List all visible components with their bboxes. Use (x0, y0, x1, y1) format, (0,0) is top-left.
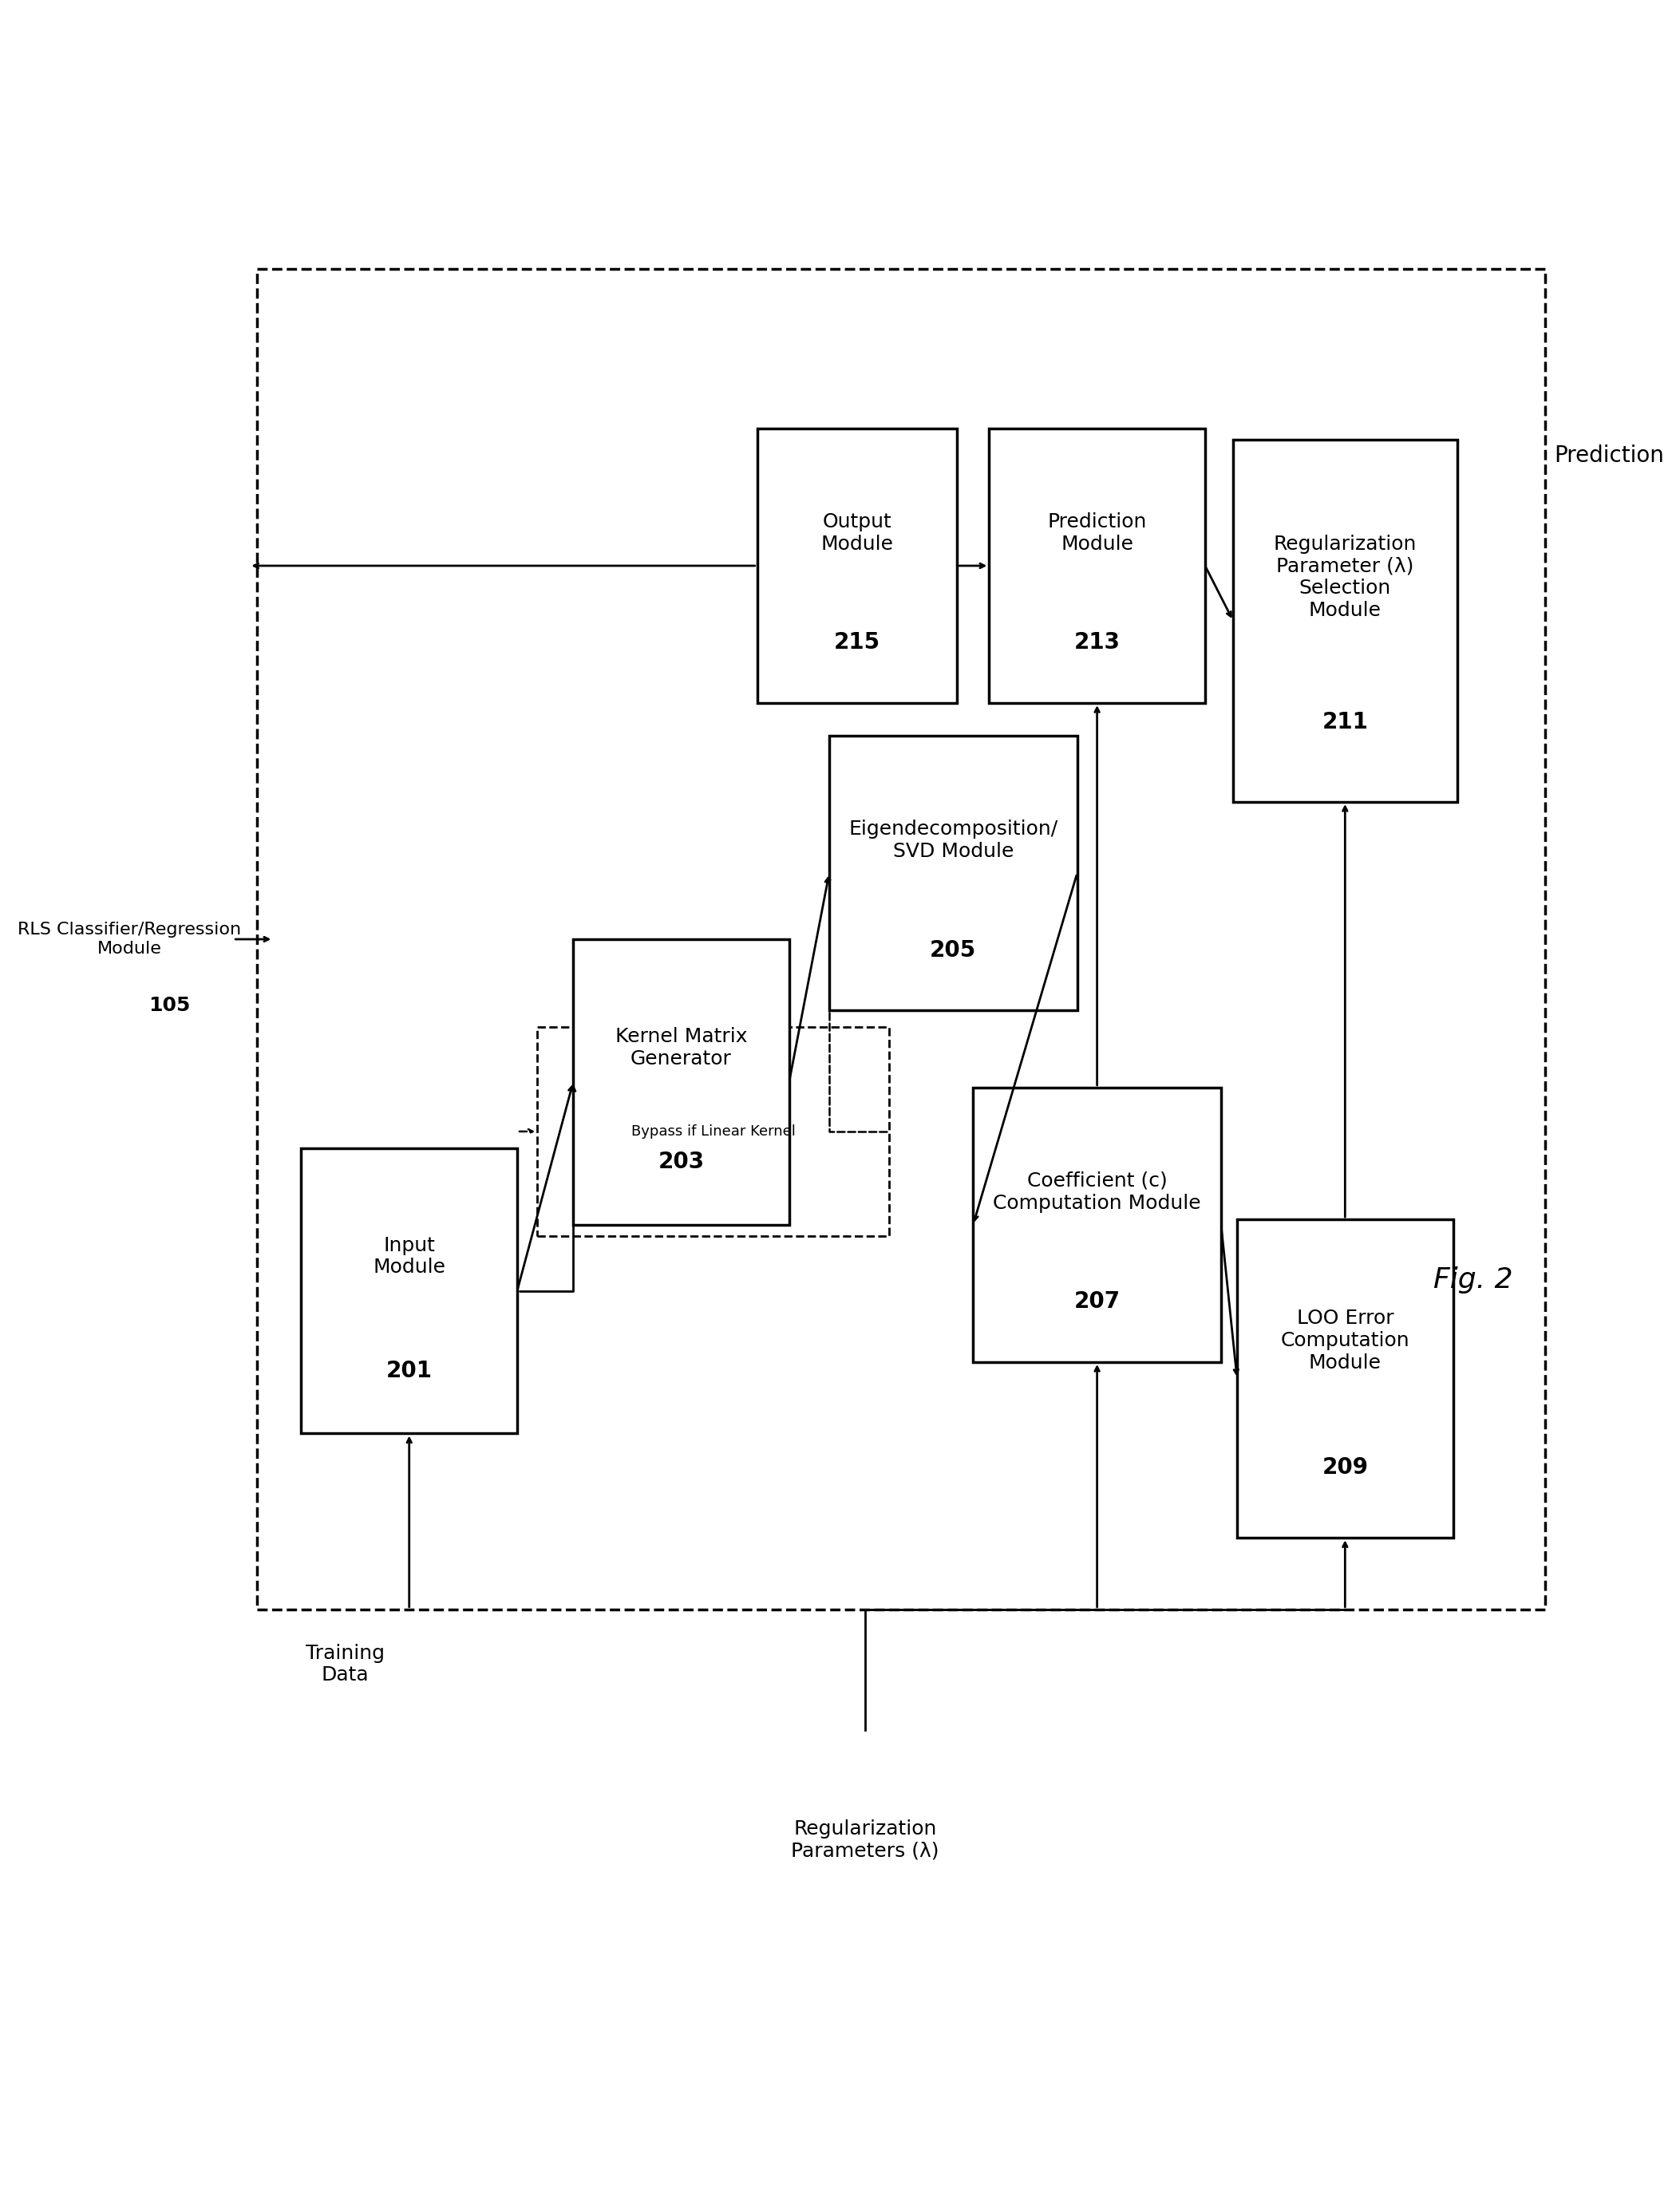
Text: Kernel Matrix
Generator: Kernel Matrix Generator (615, 1027, 748, 1069)
Text: 213: 213 (1074, 631, 1121, 654)
Text: Training
Data: Training Data (306, 1643, 385, 1685)
Text: 205: 205 (929, 938, 976, 960)
FancyBboxPatch shape (1236, 1219, 1453, 1539)
Text: Regularization
Parameters (λ): Regularization Parameters (λ) (791, 1819, 939, 1861)
Text: RLS Classifier/Regression
Module: RLS Classifier/Regression Module (17, 923, 240, 956)
Text: 203: 203 (659, 1150, 704, 1172)
FancyBboxPatch shape (301, 1148, 517, 1433)
FancyBboxPatch shape (990, 428, 1205, 702)
Text: Prediction
Module: Prediction Module (1047, 512, 1147, 554)
FancyBboxPatch shape (758, 428, 958, 702)
FancyBboxPatch shape (973, 1089, 1221, 1362)
Text: Bypass if Linear Kernel: Bypass if Linear Kernel (632, 1124, 795, 1139)
Text: LOO Error
Computation
Module: LOO Error Computation Module (1280, 1309, 1410, 1371)
FancyBboxPatch shape (1233, 439, 1457, 802)
FancyBboxPatch shape (830, 735, 1077, 1011)
Text: 105: 105 (148, 996, 190, 1016)
Text: Prediction: Prediction (1554, 444, 1663, 468)
Text: 211: 211 (1322, 711, 1368, 733)
Text: 209: 209 (1322, 1457, 1368, 1479)
Text: Regularization
Parameter (λ)
Selection
Module: Regularization Parameter (λ) Selection M… (1273, 534, 1416, 620)
Text: Input
Module: Input Module (373, 1236, 445, 1276)
Text: Coefficient (c)
Computation Module: Coefficient (c) Computation Module (993, 1170, 1201, 1212)
Text: 215: 215 (833, 631, 880, 654)
Text: Fig. 2: Fig. 2 (1433, 1265, 1512, 1294)
FancyBboxPatch shape (573, 938, 790, 1225)
Text: Output
Module: Output Module (822, 512, 894, 554)
Text: 201: 201 (386, 1360, 432, 1382)
Text: Eigendecomposition/
SVD Module: Eigendecomposition/ SVD Module (848, 819, 1058, 861)
Text: 207: 207 (1074, 1289, 1121, 1314)
